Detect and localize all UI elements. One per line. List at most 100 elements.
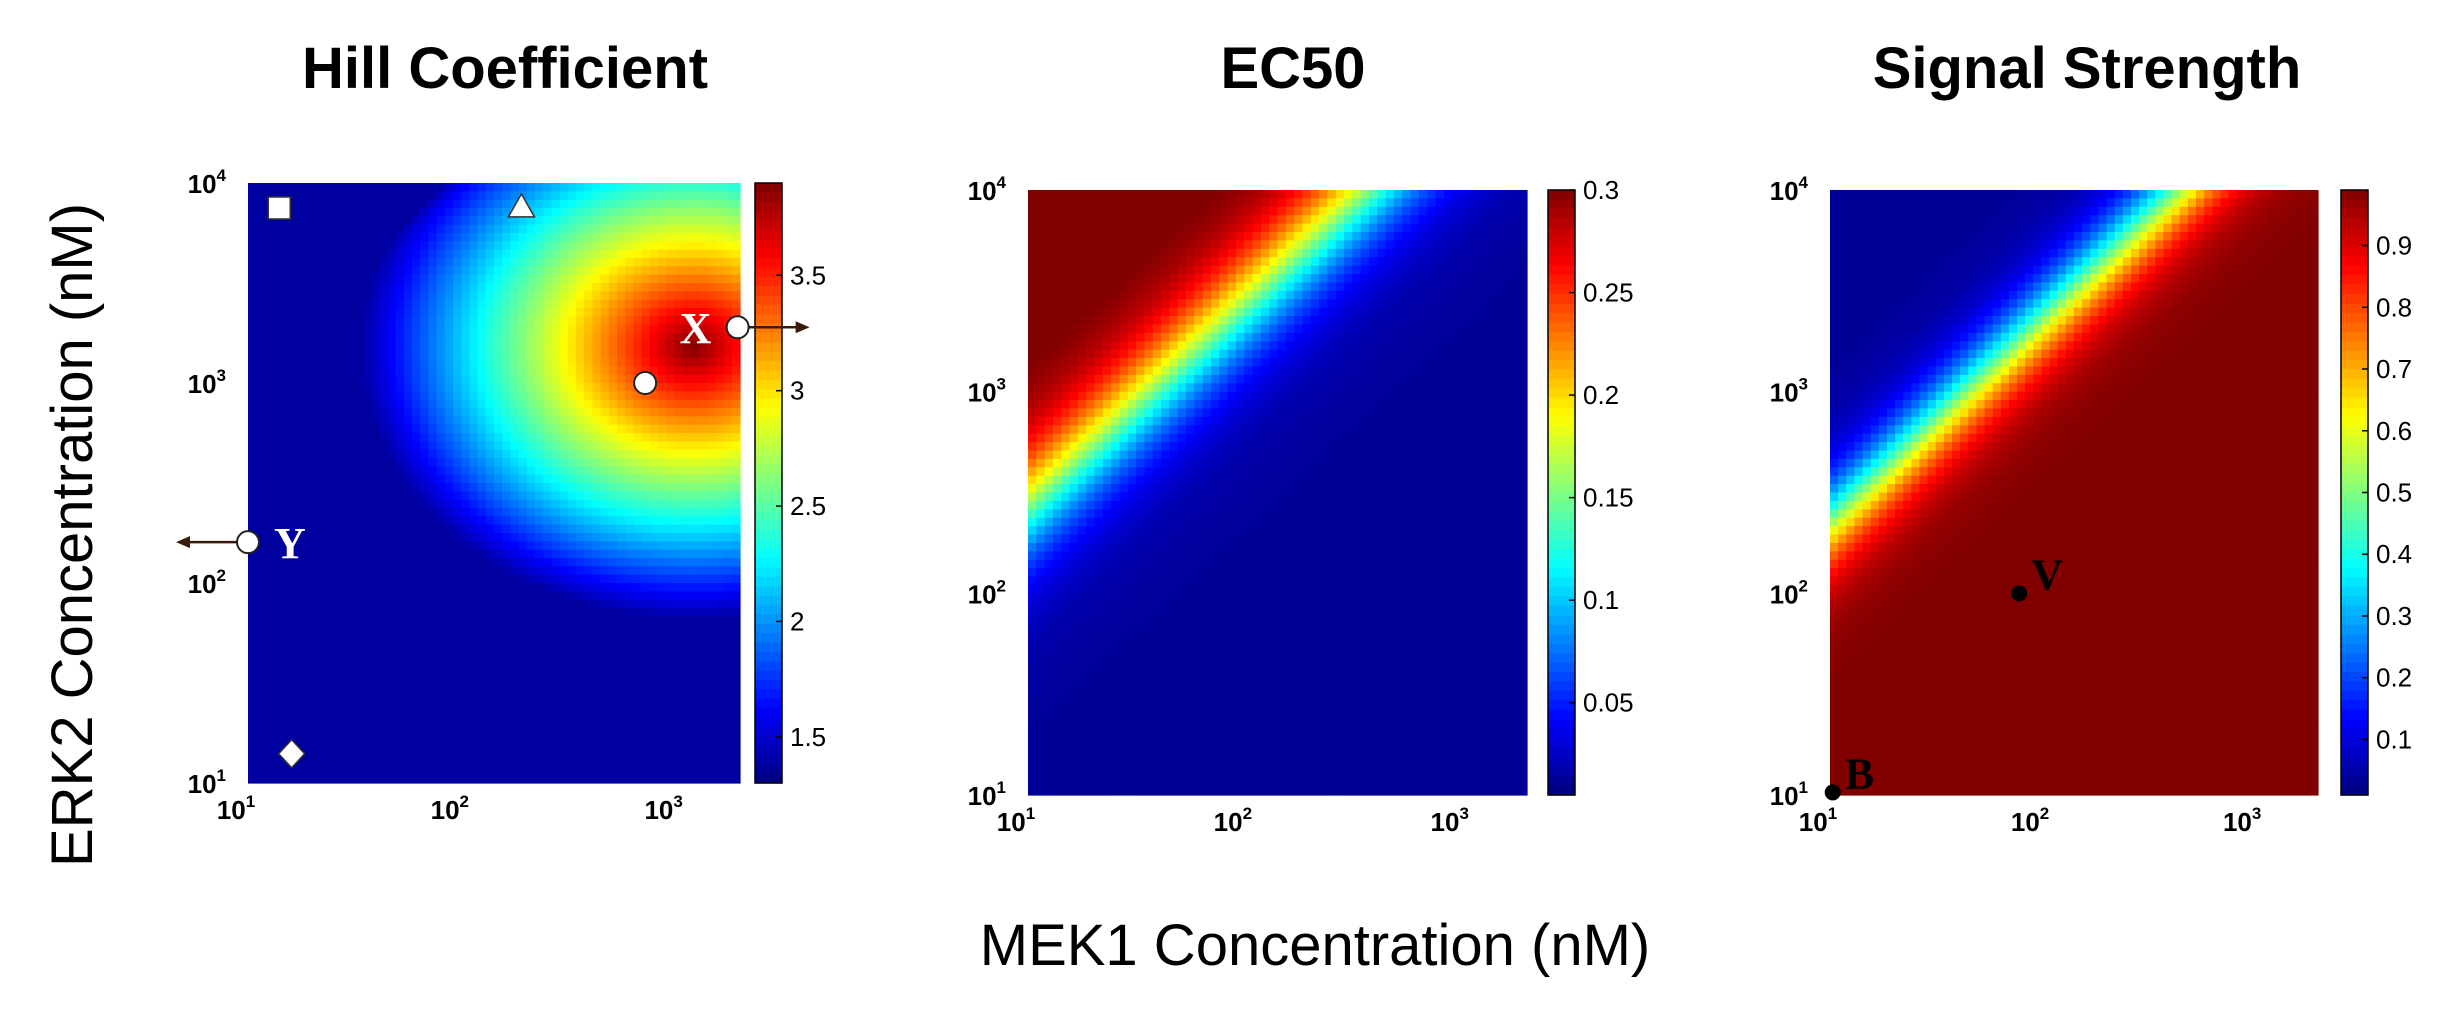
- heatmap-cell: [600, 374, 610, 384]
- heatmap-cell: [420, 724, 429, 734]
- heatmap-cell: [723, 191, 733, 201]
- heatmap-cell: [1061, 677, 1071, 687]
- heatmap-cell: [592, 749, 602, 759]
- heatmap-cell: [526, 699, 536, 709]
- heatmap-cell: [526, 308, 536, 317]
- heatmap-cell: [576, 699, 585, 709]
- colorbar-segment: [755, 436, 782, 447]
- heatmap-cell: [1061, 316, 1071, 326]
- heatmap-cell: [715, 233, 725, 242]
- heatmap-cell: [256, 624, 265, 634]
- heatmap-cell: [576, 583, 585, 592]
- heatmap-cell: [592, 474, 602, 484]
- heatmap-cell: [649, 774, 659, 784]
- heatmap-cell: [272, 549, 282, 559]
- heatmap-cell: [289, 599, 298, 609]
- heatmap-cell: [436, 466, 446, 476]
- heatmap-cell: [633, 608, 643, 617]
- heatmap-cell: [321, 258, 331, 267]
- heatmap-cell: [600, 566, 610, 576]
- heatmap-cell: [330, 483, 339, 492]
- heatmap-cell: [403, 333, 413, 342]
- heatmap-cell: [313, 516, 323, 526]
- heatmap-cell: [248, 266, 257, 276]
- heatmap-cell: [731, 224, 741, 234]
- heatmap-cell: [1044, 509, 1054, 519]
- heatmap-cell: [330, 208, 339, 217]
- heatmap-cell: [723, 216, 733, 226]
- heatmap-cell: [272, 183, 282, 192]
- heatmap-cell: [264, 774, 274, 784]
- heatmap-cell: [666, 249, 675, 259]
- heatmap-cell: [600, 258, 610, 267]
- colorbar-segment: [755, 698, 782, 709]
- heatmap-cell: [436, 291, 446, 301]
- heatmap-cell: [330, 258, 339, 267]
- heatmap-cell: [649, 433, 659, 442]
- heatmap-cell: [461, 258, 470, 267]
- heatmap-cell: [584, 516, 593, 526]
- heatmap-cell: [535, 191, 544, 201]
- heatmap-cell: [617, 558, 626, 567]
- heatmap-cell: [477, 374, 487, 384]
- heatmap-cell: [641, 483, 651, 492]
- heatmap-cell: [444, 208, 454, 217]
- heatmap-cell: [461, 383, 470, 392]
- heatmap-cell: [1028, 206, 1037, 216]
- heatmap-cell: [362, 766, 372, 776]
- heatmap-cell: [535, 741, 544, 751]
- heatmap-cell: [461, 416, 470, 426]
- heatmap-cell: [264, 724, 274, 734]
- heatmap-cell: [649, 733, 659, 742]
- heatmap-cell: [354, 608, 364, 617]
- heatmap-cell: [543, 291, 552, 301]
- heatmap-cell: [403, 766, 413, 776]
- heatmap-cell: [526, 716, 536, 726]
- heatmap-cell: [272, 749, 282, 759]
- heatmap-cell: [1052, 290, 1062, 300]
- heatmap-cell: [362, 408, 372, 417]
- heatmap-cell: [592, 774, 602, 784]
- heatmap-cell: [428, 299, 438, 309]
- heatmap-cell: [592, 766, 602, 776]
- heatmap-cell: [600, 216, 610, 226]
- heatmap-cell: [1086, 215, 1096, 225]
- heatmap-cell: [305, 633, 315, 642]
- heatmap-cell: [682, 599, 692, 609]
- heatmap-cell: [420, 483, 429, 492]
- heatmap-cell: [699, 716, 708, 726]
- heatmap-cell: [551, 441, 561, 451]
- heatmap-cell: [330, 708, 339, 717]
- heatmap-cell: [297, 708, 306, 717]
- heatmap-cell: [403, 508, 413, 517]
- heatmap-cell: [723, 616, 733, 626]
- heatmap-cell: [502, 299, 511, 309]
- heatmap-cell: [371, 416, 380, 426]
- heatmap-cell: [387, 708, 397, 717]
- heatmap-cell: [453, 366, 462, 376]
- heatmap-cell: [617, 683, 626, 692]
- heatmap-cell: [690, 724, 700, 734]
- heatmap-cell: [658, 383, 667, 392]
- heatmap-cell: [699, 583, 708, 592]
- heatmap-cell: [666, 566, 675, 576]
- heatmap-cell: [264, 191, 274, 201]
- heatmap-cell: [362, 241, 372, 251]
- heatmap-cell: [330, 533, 339, 542]
- heatmap-cell: [1036, 778, 1046, 788]
- heatmap-cell: [494, 608, 503, 617]
- heatmap-cell: [403, 258, 413, 267]
- heatmap-cell: [379, 383, 388, 392]
- heatmap-cell: [321, 633, 331, 642]
- heatmap-cell: [248, 699, 257, 709]
- heatmap-cell: [362, 224, 372, 234]
- heatmap-cell: [1069, 257, 1079, 267]
- heatmap-cell: [272, 733, 282, 742]
- heatmap-cell: [264, 391, 274, 401]
- heatmap-cell: [502, 608, 511, 617]
- heatmap-cell: [608, 433, 618, 442]
- heatmap-cell: [699, 633, 708, 642]
- heatmap-cell: [543, 283, 552, 292]
- heatmap-cell: [453, 749, 462, 759]
- heatmap-cell: [584, 316, 593, 326]
